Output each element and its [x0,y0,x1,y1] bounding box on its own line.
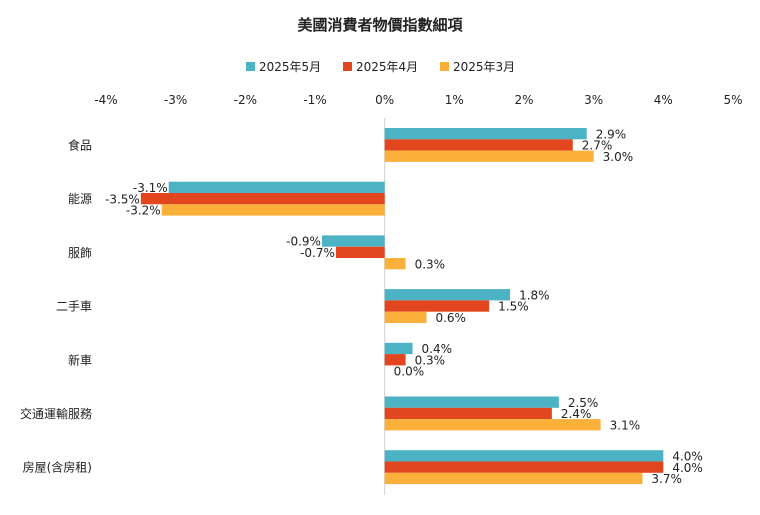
data-label: 3.0% [603,150,634,164]
category-label: 二手車 [56,300,92,314]
legend-label: 2025年3月 [453,60,515,74]
category-label: 新車 [68,352,92,367]
data-label: 2.4% [561,407,592,421]
bar [384,128,587,140]
category-label: 交通運輸服務 [20,406,92,421]
bar [161,204,385,216]
data-label: 0.6% [435,311,466,325]
bar [140,193,385,205]
data-label: -3.1% [133,181,168,195]
x-tick-label: 1% [445,93,464,107]
bar [384,407,552,420]
data-label: 2.5% [568,396,599,410]
bar [384,461,664,473]
x-tick-label: -2% [234,93,257,107]
bar [384,419,601,431]
legend-label: 2025年5月 [259,60,321,74]
data-label: 4.0% [672,450,703,464]
data-label: 4.0% [672,461,703,475]
data-label: 1.5% [498,300,528,314]
data-label: -3.5% [105,192,140,206]
data-label: 1.8% [519,288,550,302]
data-label: 0.3% [415,257,446,271]
bar [384,450,664,462]
bar [384,472,643,485]
legend-swatch [440,62,449,71]
bar [335,246,385,258]
x-axis: -4% -3% -2% -1% 0% 1% 2% 3% 4% 5% [94,93,743,495]
category-label: 服飾 [68,246,92,260]
category-label: 能源 [68,192,92,206]
bar [384,342,413,355]
bar [321,235,385,247]
legend-label: 2025年4月 [356,60,418,74]
x-tick-label: 5% [723,93,742,107]
bar [384,289,511,301]
bars [140,128,664,485]
category-label: 房屋(含房租) [23,460,92,475]
bar [384,396,559,408]
value-labels: 2.9%2.7%3.0% -3.1%-3.5%-3.2% -0.9%-0.7% 0.3… [105,127,703,486]
legend-swatch [343,62,352,71]
data-label: 3.7% [651,472,682,486]
x-tick-label: -4% [94,93,117,107]
bar [168,181,385,193]
bar [384,354,406,366]
data-label: -3.2% [126,204,161,218]
x-tick-label: 2% [514,93,533,107]
x-tick-label: 3% [584,93,603,107]
legend: 2025年5月 2025年4月 2025年3月 [246,60,515,74]
data-label: -0.9% [286,235,321,249]
x-tick-label: -3% [164,93,187,107]
bar [384,311,427,323]
bar [384,150,594,162]
x-tick-label: 4% [654,93,673,107]
chart-title: 美國消費者物價指數細項 [297,16,463,34]
legend-swatch [246,62,255,71]
x-tick-label: -1% [303,93,326,107]
x-tick-label: 0% [375,93,394,107]
bar [384,139,573,151]
category-label: 食品 [68,137,92,152]
bar [384,258,406,270]
data-label: 0.3% [415,353,446,367]
data-label: 0.4% [422,342,453,356]
data-label: 3.1% [610,418,641,432]
data-label: 2.7% [582,139,613,153]
data-label: -0.7% [300,246,335,260]
data-label: 0.0% [394,365,425,379]
bar [384,300,490,312]
data-label: 2.9% [596,127,627,141]
